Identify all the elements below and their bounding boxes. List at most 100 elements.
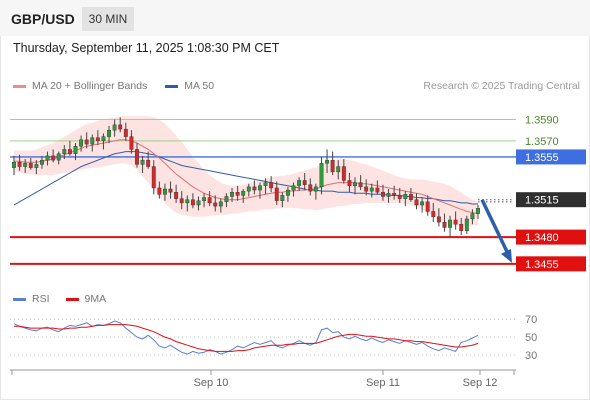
candles-group bbox=[12, 117, 480, 238]
legend-9ma: 9MA bbox=[65, 293, 107, 305]
rsi-legend: RSI 9MA bbox=[13, 293, 122, 305]
legend-ma50-label: MA 50 bbox=[184, 80, 215, 92]
candle bbox=[62, 149, 67, 154]
candle bbox=[34, 164, 39, 168]
candle bbox=[174, 192, 179, 199]
candle bbox=[414, 199, 419, 206]
candle bbox=[442, 221, 447, 228]
candle bbox=[140, 159, 145, 165]
candle bbox=[95, 137, 100, 142]
candle bbox=[23, 163, 28, 167]
candle bbox=[308, 184, 313, 192]
candle bbox=[12, 162, 16, 168]
legend-ma20-label: MA 20 + Bollinger Bands bbox=[32, 80, 148, 92]
level-label-1.3515: 1.3515 bbox=[525, 195, 559, 207]
level-label-1.3555: 1.3555 bbox=[525, 152, 559, 164]
candle bbox=[224, 196, 229, 203]
candle bbox=[381, 192, 385, 197]
credit-text: Research © 2025 Trading Central bbox=[423, 80, 580, 92]
candle bbox=[476, 208, 480, 214]
candle bbox=[347, 180, 352, 186]
candle bbox=[369, 187, 374, 192]
rsi-tick-label: 50 bbox=[525, 332, 537, 344]
ma20-line bbox=[14, 139, 479, 215]
candle bbox=[420, 201, 425, 206]
candle bbox=[163, 188, 167, 195]
candle bbox=[168, 188, 173, 193]
legend-ma20: MA 20 + Bollinger Bands bbox=[13, 80, 147, 92]
forecast-arrow-shaft bbox=[480, 198, 511, 257]
level-label-box-1.3455 bbox=[516, 256, 586, 272]
legend-ma50: MA 50 bbox=[165, 80, 214, 92]
candle bbox=[459, 224, 464, 231]
chart-header: GBP/USD 30 MIN bbox=[0, 0, 590, 36]
candle bbox=[269, 182, 274, 189]
level-label-box-1.3480 bbox=[516, 229, 586, 245]
rsi-tick-label: 70 bbox=[525, 314, 537, 326]
candle bbox=[218, 201, 223, 207]
candle bbox=[431, 211, 436, 217]
candle bbox=[358, 182, 363, 188]
candle bbox=[146, 159, 151, 167]
symbol-title: GBP/USD bbox=[11, 11, 75, 27]
candle bbox=[291, 185, 296, 191]
candle bbox=[196, 200, 201, 206]
candle bbox=[453, 219, 458, 225]
candle bbox=[302, 180, 307, 185]
candle bbox=[151, 166, 156, 189]
9ma-swatch bbox=[65, 297, 79, 301]
ma20-swatch bbox=[13, 84, 26, 88]
candle bbox=[274, 187, 279, 201]
candle bbox=[258, 185, 262, 191]
candle bbox=[353, 182, 357, 186]
candle bbox=[313, 186, 318, 192]
candle bbox=[40, 159, 44, 165]
candle bbox=[297, 180, 302, 186]
candle bbox=[73, 146, 78, 154]
candle bbox=[90, 137, 95, 145]
candle bbox=[241, 190, 246, 196]
candle bbox=[84, 139, 89, 145]
rsi-line bbox=[13, 320, 479, 355]
candle bbox=[252, 186, 257, 191]
candle bbox=[185, 199, 190, 204]
candle bbox=[28, 163, 33, 168]
candle bbox=[112, 124, 117, 131]
candle bbox=[230, 192, 234, 197]
candle bbox=[425, 201, 430, 212]
candle bbox=[202, 197, 207, 201]
datetime-label: Thursday, September 11, 2025 1:08:30 PM … bbox=[13, 41, 280, 55]
candle bbox=[235, 192, 240, 196]
candle bbox=[364, 186, 369, 192]
level-label-1.3570: 1.3570 bbox=[525, 136, 559, 148]
candle bbox=[336, 166, 341, 173]
x-tick-label: Sep 11 bbox=[366, 377, 400, 389]
rsi-tick-label: 30 bbox=[525, 350, 537, 362]
candle bbox=[464, 218, 469, 231]
candle bbox=[436, 216, 441, 223]
candle bbox=[408, 194, 413, 200]
candle bbox=[448, 219, 452, 228]
ma50-swatch bbox=[165, 84, 179, 88]
price-legend: MA 20 + Bollinger Bands MA 50 bbox=[13, 80, 232, 92]
candle bbox=[319, 163, 324, 188]
candle bbox=[330, 159, 335, 173]
candle bbox=[123, 128, 128, 137]
candle bbox=[129, 136, 134, 150]
timeframe-button[interactable]: 30 MIN bbox=[82, 7, 134, 31]
candle bbox=[246, 186, 251, 192]
rsi-9ma-line bbox=[14, 324, 479, 352]
bollinger-band bbox=[14, 116, 478, 227]
candle bbox=[17, 162, 22, 167]
candle bbox=[280, 195, 285, 201]
candle bbox=[190, 199, 195, 206]
candle bbox=[79, 139, 84, 147]
legend-9ma-label: 9MA bbox=[84, 293, 107, 305]
candle bbox=[51, 155, 56, 161]
candle bbox=[397, 195, 402, 199]
candle bbox=[392, 193, 397, 196]
level-label-1.3455: 1.3455 bbox=[525, 259, 559, 271]
candle bbox=[470, 213, 475, 220]
candle bbox=[179, 198, 184, 204]
